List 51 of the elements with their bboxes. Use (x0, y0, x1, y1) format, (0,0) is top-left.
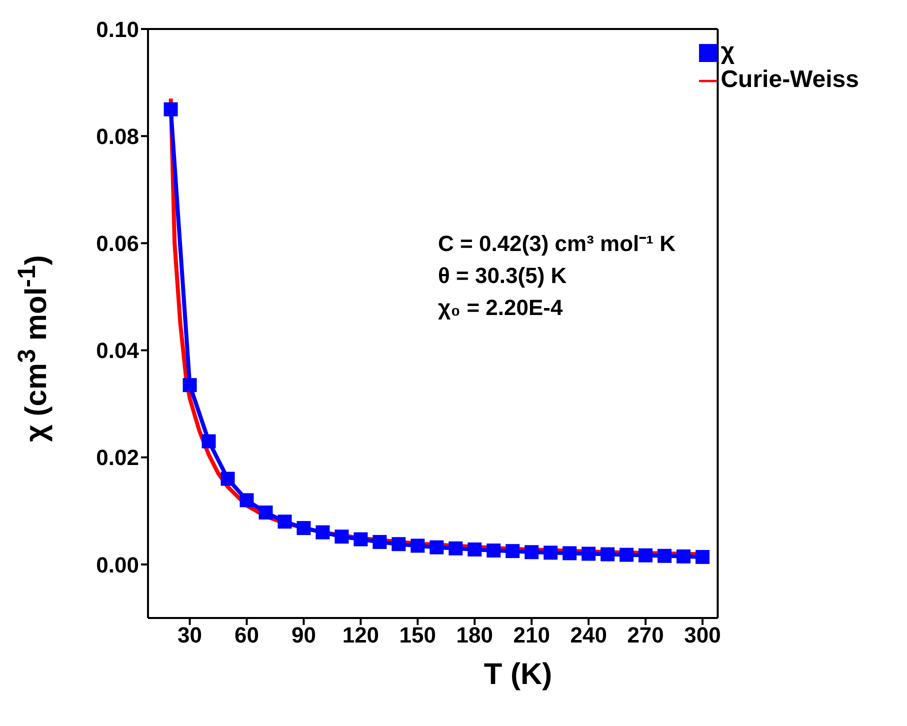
point (354, 532, 368, 546)
y-tick-label: 0.04 (96, 338, 140, 364)
point (562, 546, 577, 560)
y-tick-label: 0.08 (96, 124, 139, 149)
point (506, 544, 520, 558)
point (220, 472, 235, 486)
point (164, 102, 178, 116)
x-tick-label: 300 (684, 622, 721, 648)
point (392, 537, 406, 552)
legend-label: Curie-Weiss (720, 66, 859, 93)
point (296, 521, 311, 536)
point (544, 546, 558, 560)
annotation: χ₀ = 2.20E-4 (438, 294, 564, 322)
point (334, 530, 349, 544)
point (696, 550, 710, 564)
point (600, 547, 615, 562)
x-tick-label: 60 (234, 622, 259, 648)
x-tick-label: 210 (513, 622, 550, 648)
point (582, 546, 596, 561)
x-tick-label: 120 (342, 622, 380, 648)
point (258, 506, 273, 520)
x-tick-label: 30 (178, 622, 202, 648)
legend-label: χ (720, 38, 735, 65)
point (638, 548, 653, 562)
point (468, 542, 482, 556)
point (486, 544, 501, 558)
point (202, 434, 216, 448)
point (316, 525, 330, 540)
point (278, 514, 292, 529)
x-tick-label: 240 (570, 622, 607, 648)
x-tick-label: 90 (291, 622, 316, 648)
point (448, 541, 463, 556)
point (410, 538, 425, 553)
y-tick-label: 0.02 (96, 445, 139, 470)
annotation: C = 0.42(3) cm³ mol⁻¹ K (438, 230, 676, 258)
point (182, 378, 197, 392)
point (620, 548, 634, 562)
x-tick-label: 150 (399, 622, 436, 648)
x-tick-label: 180 (456, 622, 493, 648)
point (524, 545, 539, 560)
point (430, 540, 444, 554)
y-tick-label: 0.10 (96, 16, 139, 42)
x-axis-title: T (K) (482, 658, 554, 692)
x-tick-label: 270 (627, 622, 664, 648)
point (372, 534, 387, 549)
y-tick-label: 0.00 (96, 552, 139, 578)
point (240, 493, 254, 508)
point (658, 548, 672, 563)
y-tick-label: 0.06 (96, 230, 139, 256)
annotation: θ = 30.3(5) K (438, 262, 568, 290)
point (676, 549, 691, 564)
